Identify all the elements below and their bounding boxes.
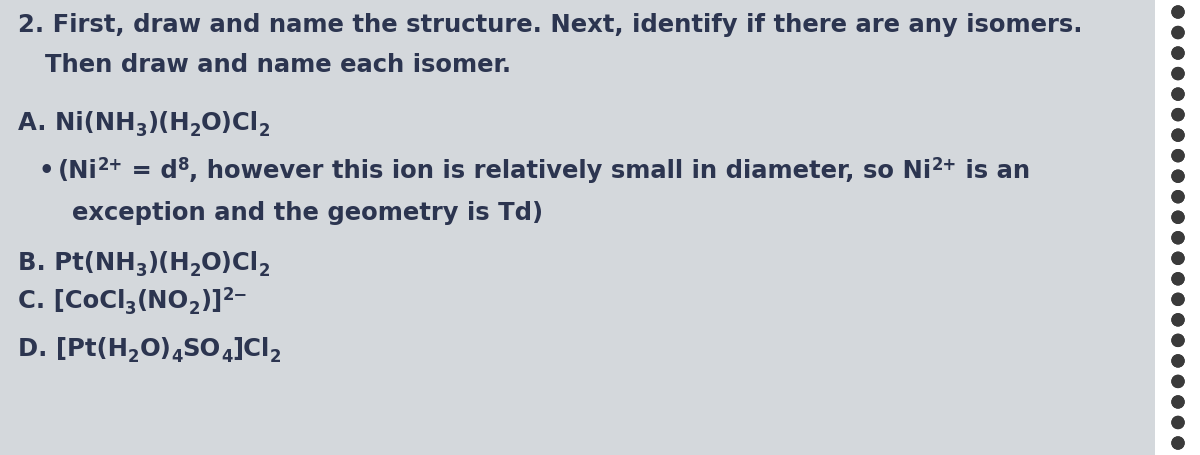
Circle shape [1172,129,1184,141]
Text: SO: SO [182,337,221,361]
Text: 2−: 2− [223,286,248,304]
Text: , however this ion is relatively small in diameter, so Ni: , however this ion is relatively small i… [190,159,931,183]
Text: 8: 8 [178,156,190,174]
Text: 3: 3 [136,262,148,280]
Circle shape [1172,273,1184,285]
Circle shape [1172,273,1184,285]
Circle shape [1172,252,1184,264]
Circle shape [1172,47,1184,59]
Circle shape [1172,437,1184,449]
Text: 2: 2 [259,122,270,140]
Circle shape [1172,416,1184,429]
Circle shape [1172,68,1184,80]
Text: C. [CoCl: C. [CoCl [18,289,125,313]
Circle shape [1172,396,1184,408]
Text: ]Cl: ]Cl [233,337,270,361]
Circle shape [1172,211,1184,223]
Circle shape [1172,293,1184,305]
Circle shape [1172,416,1184,429]
Text: •: • [38,159,54,183]
Circle shape [1172,437,1184,449]
Circle shape [1172,88,1184,100]
Text: 2+: 2+ [97,156,124,174]
Text: 4: 4 [221,348,233,366]
Text: O)Cl: O)Cl [202,251,259,275]
Text: Then draw and name each isomer.: Then draw and name each isomer. [46,53,511,77]
Text: )]: )] [200,289,223,313]
Circle shape [1172,88,1184,100]
Circle shape [1172,26,1184,39]
Circle shape [1172,170,1184,182]
Circle shape [1172,129,1184,141]
Circle shape [1172,150,1184,162]
Text: (NO: (NO [137,289,190,313]
Circle shape [1172,375,1184,387]
Text: )(H: )(H [148,111,190,135]
Circle shape [1172,191,1184,203]
Text: 4: 4 [172,348,182,366]
Text: O): O) [139,337,172,361]
Text: 3: 3 [136,122,148,140]
Text: 2: 2 [190,300,200,318]
Circle shape [1172,375,1184,387]
Text: 2: 2 [190,122,202,140]
Circle shape [1172,191,1184,203]
Text: 2: 2 [190,262,202,280]
Bar [1154,0,1200,455]
Circle shape [1172,211,1184,223]
Circle shape [1172,334,1184,346]
Text: 2: 2 [128,348,139,366]
Circle shape [1172,314,1184,326]
Circle shape [1172,355,1184,367]
Circle shape [1172,47,1184,59]
Text: D. [Pt(H: D. [Pt(H [18,337,128,361]
Text: 2+: 2+ [931,156,956,174]
Text: B. Pt(NH: B. Pt(NH [18,251,136,275]
Text: (Ni: (Ni [58,159,97,183]
Text: )(H: )(H [148,251,190,275]
Circle shape [1172,334,1184,346]
Circle shape [1172,150,1184,162]
Circle shape [1172,6,1184,18]
Circle shape [1172,6,1184,18]
Circle shape [1172,252,1184,264]
Circle shape [1172,68,1184,80]
Circle shape [1172,293,1184,305]
Text: is an: is an [956,159,1030,183]
Text: = d: = d [124,159,178,183]
Circle shape [1172,109,1184,121]
Text: 2: 2 [259,262,270,280]
Circle shape [1172,314,1184,326]
Circle shape [1172,232,1184,244]
Text: 2: 2 [270,348,281,366]
Text: 3: 3 [125,300,137,318]
Text: exception and the geometry is Td): exception and the geometry is Td) [72,201,544,225]
Text: O)Cl: O)Cl [202,111,259,135]
Circle shape [1172,232,1184,244]
Text: 2. First, draw and name the structure. Next, identify if there are any isomers.: 2. First, draw and name the structure. N… [18,13,1082,37]
Text: A. Ni(NH: A. Ni(NH [18,111,136,135]
Circle shape [1172,26,1184,39]
Circle shape [1172,109,1184,121]
Circle shape [1172,355,1184,367]
Circle shape [1172,170,1184,182]
Circle shape [1172,396,1184,408]
